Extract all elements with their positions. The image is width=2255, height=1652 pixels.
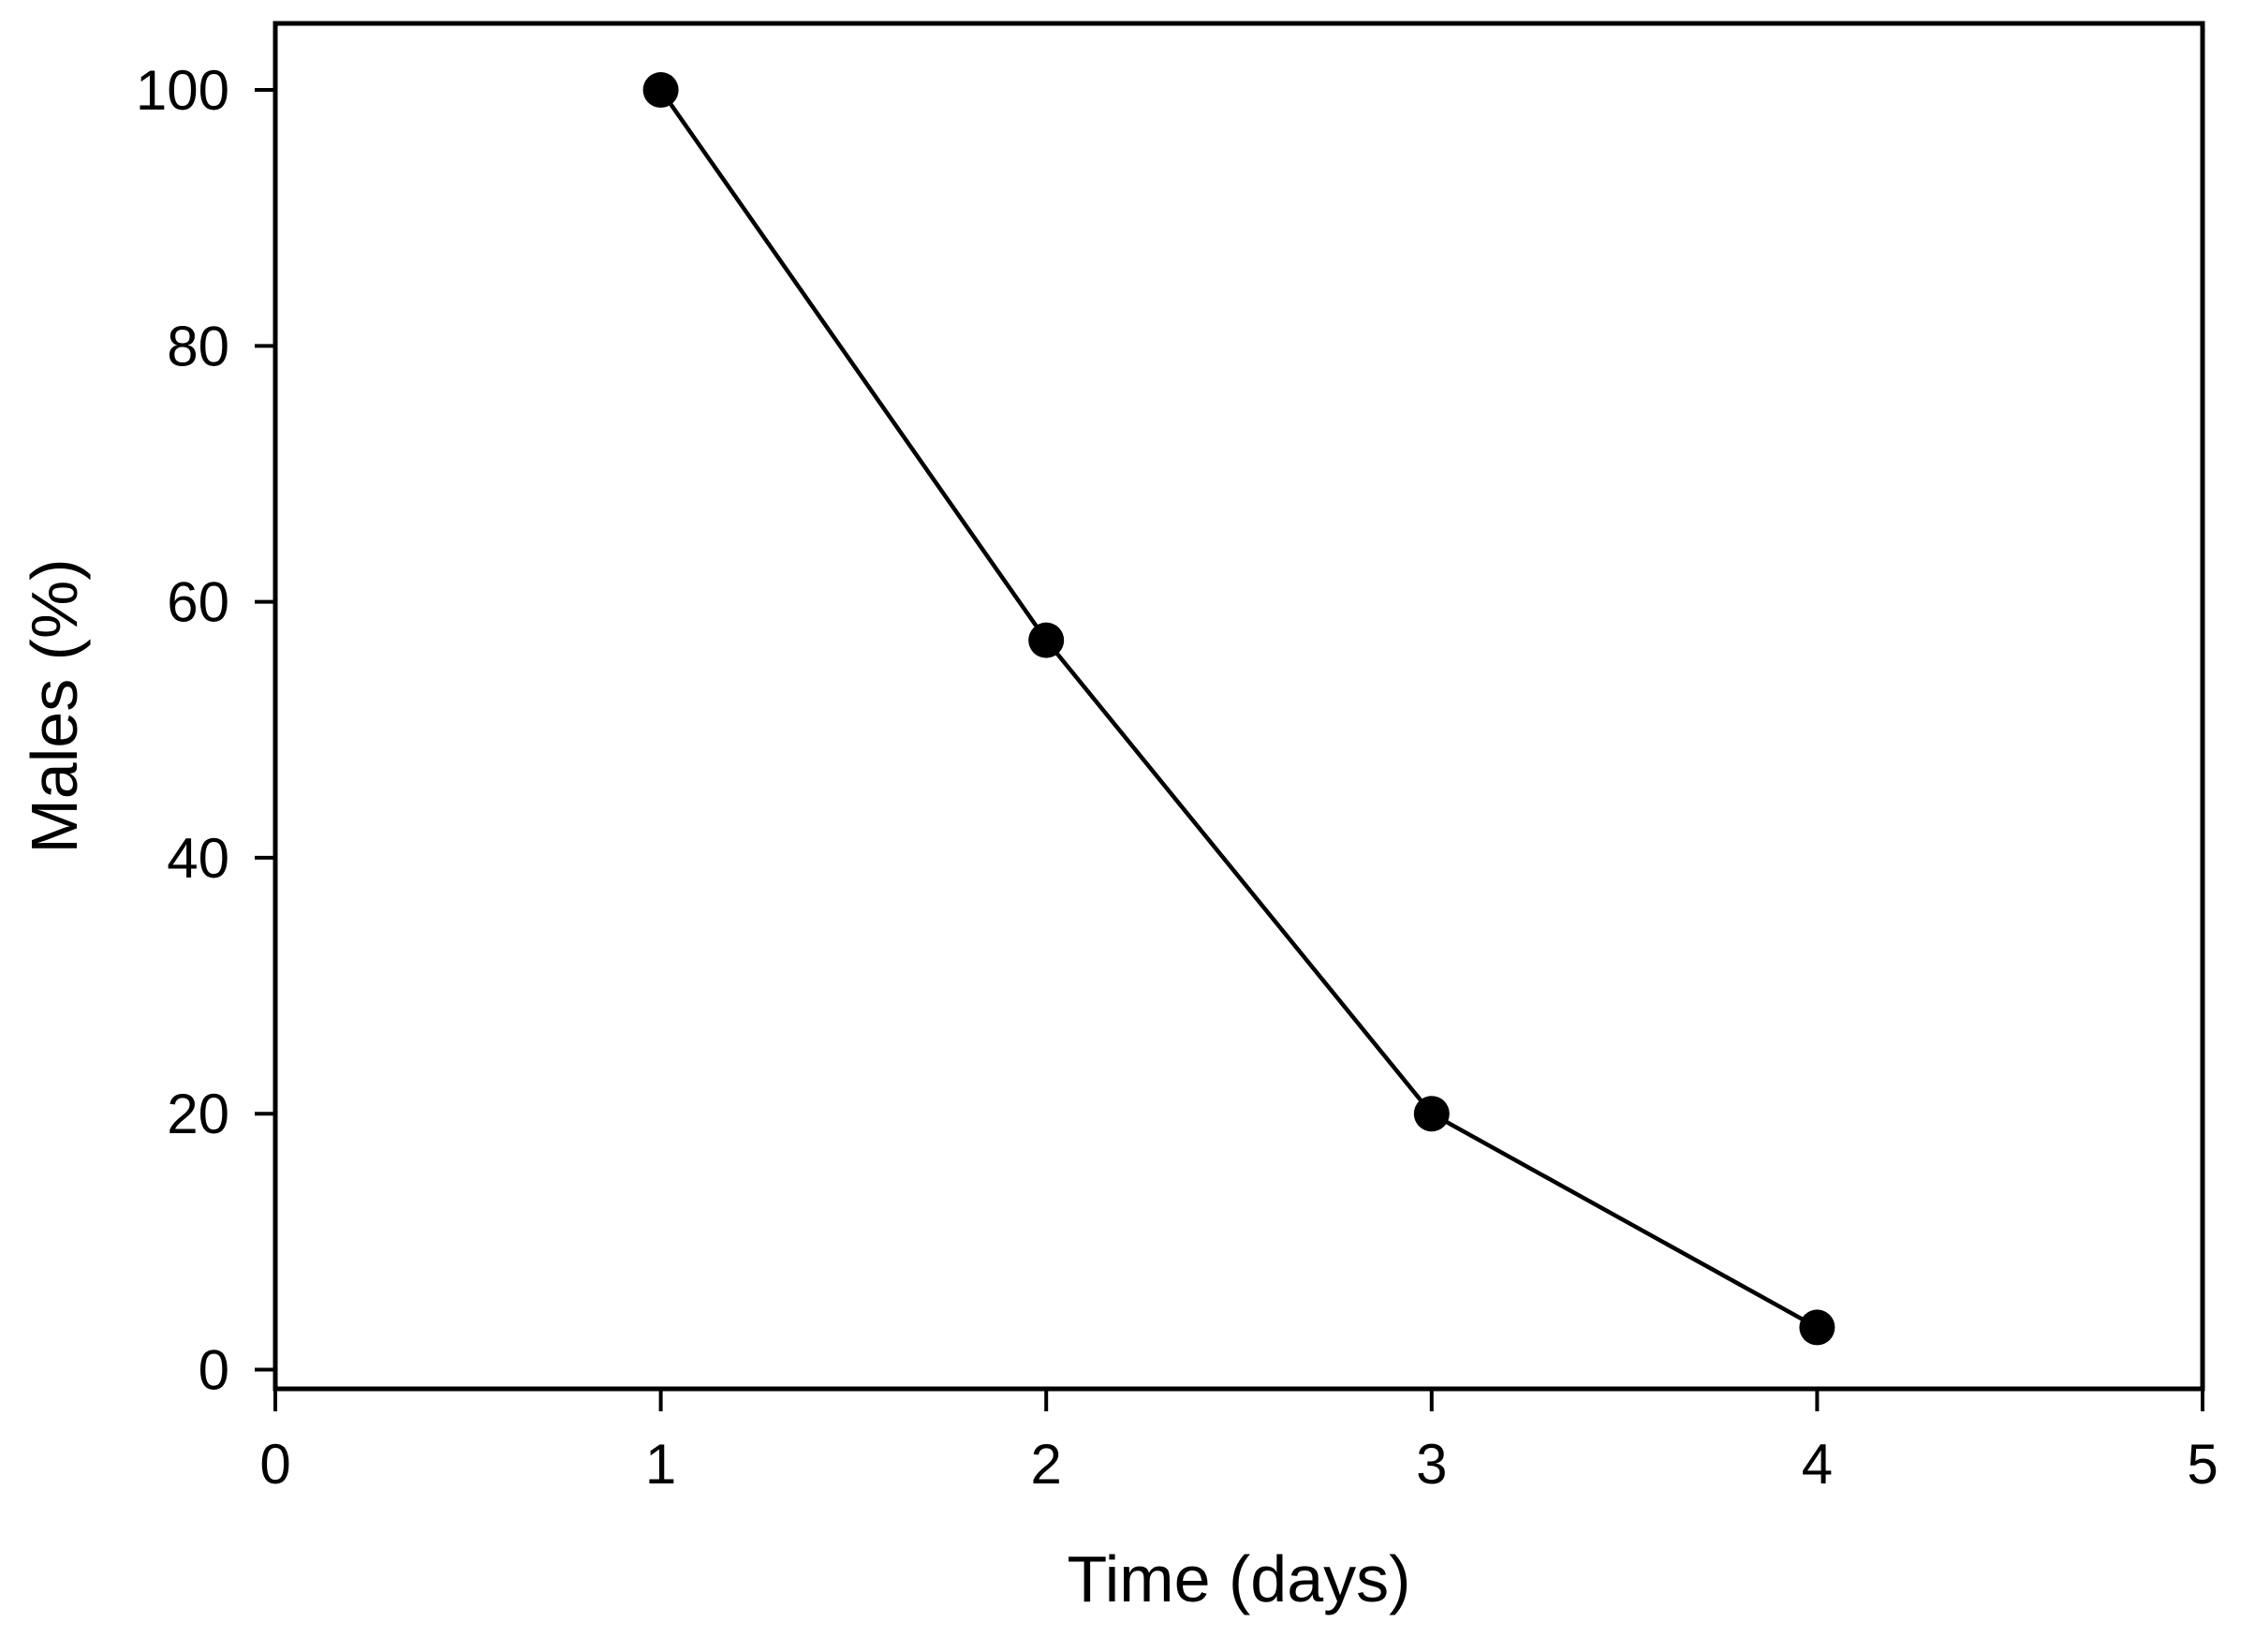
series-line — [658, 88, 1819, 1330]
x-axis-ticks: 0 1 2 3 4 5 — [259, 1389, 2218, 1496]
x-tick-label: 3 — [1416, 1433, 1447, 1496]
x-tick-label: 1 — [645, 1433, 676, 1496]
x-tick-label: 4 — [1802, 1433, 1833, 1496]
y-tick-label: 20 — [167, 1083, 229, 1145]
y-tick-label: 100 — [136, 59, 229, 122]
y-axis-title: Males (%) — [18, 558, 91, 853]
data-point — [1413, 1096, 1450, 1132]
y-tick-label: 0 — [199, 1339, 229, 1402]
x-tick-label: 2 — [1031, 1433, 1062, 1496]
y-axis-ticks: 0 20 40 60 80 100 — [136, 59, 275, 1402]
data-series — [642, 72, 1835, 1346]
x-tick-label: 0 — [259, 1433, 290, 1496]
data-point — [1028, 622, 1065, 658]
y-tick-label: 80 — [167, 315, 229, 377]
x-tick-label: 5 — [2187, 1433, 2218, 1496]
x-axis-title: Time (days) — [1068, 1542, 1411, 1615]
plot-frame — [273, 21, 2205, 1392]
y-tick-label: 40 — [167, 827, 229, 890]
y-tick-label: 60 — [167, 571, 229, 634]
data-point — [1799, 1309, 1835, 1346]
data-point — [642, 72, 679, 109]
